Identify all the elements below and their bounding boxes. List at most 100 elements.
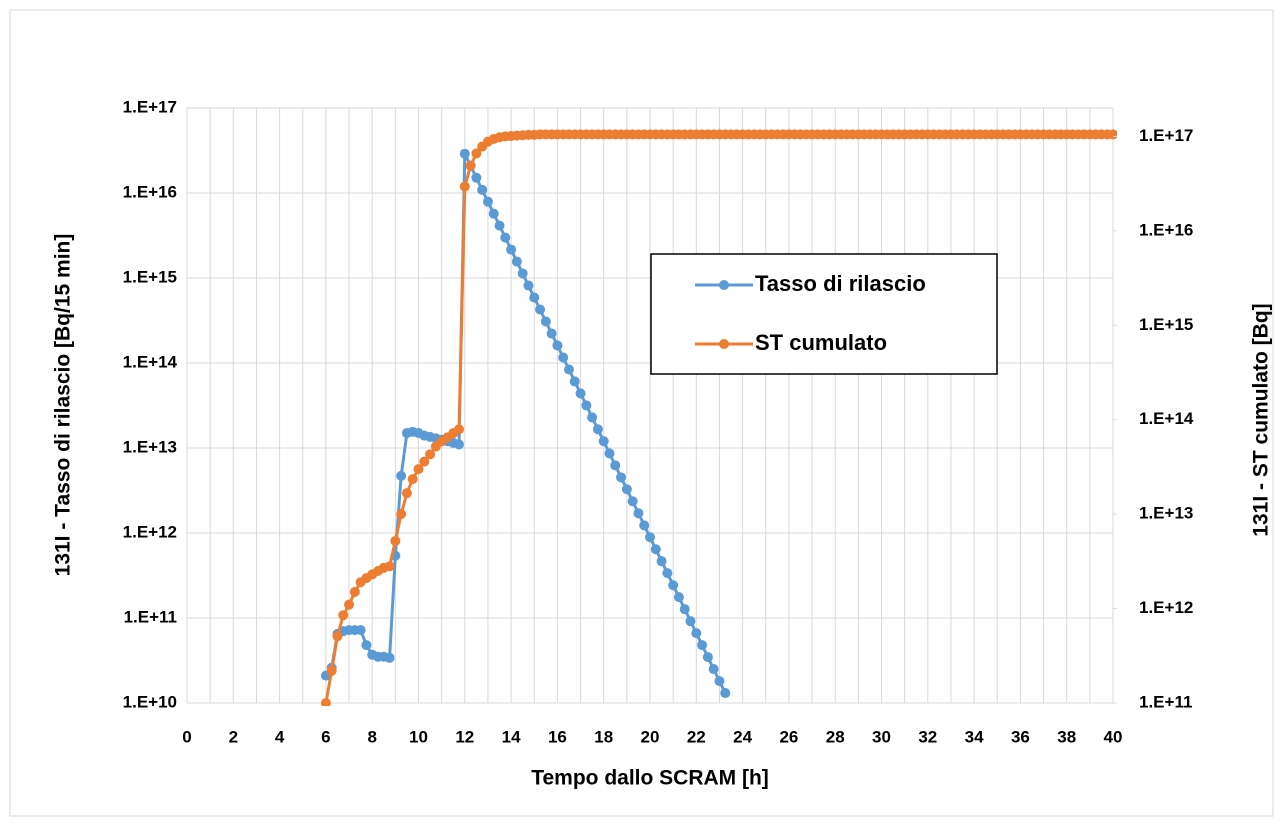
x-tick-label: 8 — [367, 727, 376, 746]
series-marker — [390, 535, 401, 546]
x-tick-label: 22 — [687, 727, 706, 746]
series-marker — [419, 456, 430, 467]
series-marker — [714, 676, 725, 687]
x-tick-label: 4 — [275, 727, 285, 746]
y-tick-label: 1.E+10 — [123, 692, 177, 711]
series-marker — [598, 436, 609, 447]
legend-marker — [719, 339, 729, 349]
plot — [320, 129, 1117, 706]
x-tick-label: 16 — [548, 727, 567, 746]
y2-tick-label: 1.E+11 — [1139, 692, 1192, 711]
y-axis-title: 131I - Tasso di rilascio [Bq/15 min] — [52, 234, 75, 577]
series-marker — [673, 592, 684, 603]
series-marker — [471, 172, 482, 183]
y-tick-label: 1.E+14 — [123, 352, 178, 371]
series-marker — [563, 364, 574, 375]
series-marker — [384, 652, 395, 663]
series-marker — [621, 484, 632, 495]
y2-tick-label: 1.E+15 — [1139, 315, 1193, 334]
series-marker — [540, 316, 551, 327]
series-marker — [477, 184, 488, 195]
x-axis-title: Tempo dallo SCRAM [h] — [531, 767, 769, 790]
series-marker — [517, 268, 528, 279]
series-marker — [326, 665, 337, 676]
series-marker — [546, 328, 557, 339]
x-tick-label: 12 — [455, 727, 474, 746]
series-marker — [320, 698, 331, 706]
x-tick-label: 2 — [229, 727, 238, 746]
x-tick-label: 32 — [918, 727, 937, 746]
legend-label: ST cumulato — [755, 330, 887, 355]
y2-tick-label: 1.E+17 — [1139, 126, 1193, 145]
series-marker — [396, 470, 407, 481]
y2-tick-label: 1.E+14 — [1139, 409, 1194, 428]
series-marker — [639, 520, 650, 531]
x-tick-label: 34 — [965, 727, 984, 746]
series-marker — [523, 280, 534, 291]
series-marker — [720, 688, 731, 699]
series-marker — [1108, 129, 1117, 140]
series-marker — [685, 616, 696, 627]
series-marker — [355, 625, 366, 636]
y2-tick-label: 1.E+16 — [1139, 220, 1193, 239]
x-tick-label: 40 — [1104, 727, 1123, 746]
series-marker — [344, 599, 355, 610]
series-marker — [482, 196, 493, 207]
legend: Tasso di rilascio ST cumulato — [650, 253, 998, 375]
x-tick-label: 30 — [872, 727, 891, 746]
series-marker — [656, 556, 667, 567]
x-tick-label: 36 — [1011, 727, 1030, 746]
legend-label: Tasso di rilascio — [755, 271, 926, 296]
x-tick-label: 0 — [182, 727, 191, 746]
series-marker — [662, 568, 673, 579]
series-marker — [454, 424, 465, 435]
series-marker — [459, 181, 470, 192]
series-marker — [384, 561, 395, 572]
series-marker — [645, 532, 655, 543]
series-marker — [535, 304, 546, 315]
series-marker — [650, 544, 661, 555]
series-marker — [506, 244, 517, 255]
series-marker — [587, 412, 598, 423]
series-marker — [679, 604, 690, 615]
x-tick-label: 14 — [502, 727, 521, 746]
x-tick-label: 6 — [321, 727, 330, 746]
series-marker — [332, 631, 343, 642]
series-marker — [413, 464, 424, 475]
series-marker — [459, 148, 470, 159]
x-tick-label: 10 — [409, 727, 428, 746]
series-marker — [500, 232, 511, 243]
grid — [186, 107, 1114, 704]
series-marker — [511, 256, 522, 267]
series-marker — [581, 400, 592, 411]
series-marker — [616, 472, 627, 483]
y2-axis-title: 131I - ST cumulato [Bq] — [1250, 303, 1273, 536]
series-marker — [465, 160, 476, 171]
series-marker — [569, 376, 580, 387]
series-marker — [396, 509, 407, 520]
series-marker — [361, 640, 372, 651]
series-marker — [401, 488, 412, 499]
labels: 1.E+10 1.E+11 1.E+12 1.E+13 1.E+14 1.E+15 1.E+… — [123, 97, 1194, 746]
series-marker — [627, 496, 638, 507]
series-marker — [425, 449, 436, 460]
series-marker — [471, 148, 482, 159]
series-marker — [349, 586, 360, 597]
series-marker — [633, 508, 644, 519]
x-tick-label: 26 — [779, 727, 798, 746]
series-marker — [529, 292, 540, 303]
series-line — [324, 153, 727, 694]
y2-tick-label: 1.E+12 — [1139, 598, 1193, 617]
series-marker — [488, 208, 499, 219]
series-marker — [610, 460, 621, 471]
series-marker — [575, 388, 586, 399]
y-tick-label: 1.E+13 — [123, 437, 177, 456]
y-tick-label: 1.E+11 — [124, 607, 177, 626]
series-marker — [454, 439, 465, 450]
series-marker — [552, 340, 563, 351]
y-tick-label: 1.E+16 — [123, 182, 177, 201]
series-marker — [558, 352, 569, 363]
series-marker — [604, 448, 615, 459]
series-marker — [697, 640, 708, 651]
